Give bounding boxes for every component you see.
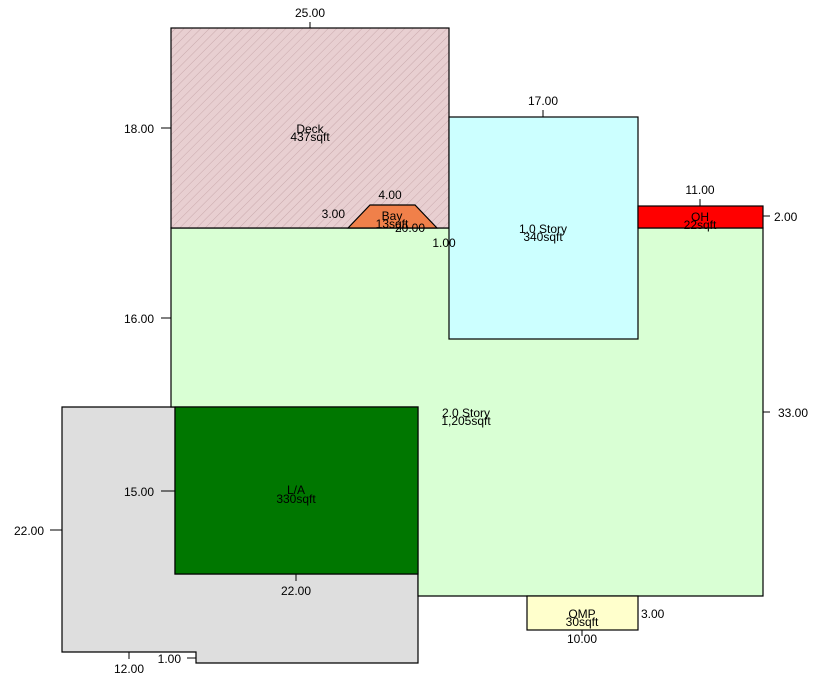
omp-bottom-dim: 10.00: [567, 632, 597, 646]
two-story-left-dim: 16.00: [124, 312, 154, 326]
deck-name-label: Deck: [296, 122, 324, 136]
deck-top-dim: 25.00: [295, 6, 325, 20]
one-story-name-label: 1.0 Story: [519, 222, 567, 236]
la-left-dim: 15.00: [124, 485, 154, 499]
la-bottom-dim: 22.00: [281, 584, 311, 598]
one-story-area-label: 340sqft: [523, 230, 563, 244]
bay-name-label: Bay: [382, 209, 403, 223]
gray-bottom-dim: 12.00: [114, 662, 144, 676]
oh-right-dim: 2.00: [774, 210, 798, 224]
bay-area-label: 13sqft: [376, 217, 409, 231]
deck-area: [170, 27, 450, 229]
omp-name-label: OMP: [568, 607, 595, 621]
two-story-right-dim: 33.00: [778, 406, 808, 420]
bay-small-dim: 1.00: [432, 236, 456, 250]
omp-area: [526, 595, 639, 631]
oh-area-label: 22sqft: [684, 218, 717, 232]
gray-notch-dim: 1.00: [158, 652, 182, 666]
bay-inner-dim: 20.00: [395, 221, 425, 235]
la-area-label: 330sqft: [276, 492, 316, 506]
la-name-label: L/A: [287, 483, 305, 497]
bay-top-dim: 4.00: [378, 188, 402, 202]
oh-top-dim: 11.00: [685, 183, 714, 197]
deck-area-label: 437sqft: [290, 130, 330, 144]
gray-left-dim: 22.00: [14, 524, 44, 538]
deck-left-dim: 18.00: [124, 122, 154, 136]
one-story-top-dim: 17.00: [528, 94, 558, 108]
two-story-area-label: 1,205sqft: [441, 414, 491, 428]
bay-area: [346, 204, 439, 229]
bay-left-dim: 3.00: [322, 207, 346, 221]
omp-right-dim: 3.00: [641, 607, 665, 621]
omp-area-label: 30sqft: [566, 615, 599, 629]
oh-name-label: OH: [691, 210, 709, 224]
two-story-name-label: 2.0 Story: [442, 406, 490, 420]
